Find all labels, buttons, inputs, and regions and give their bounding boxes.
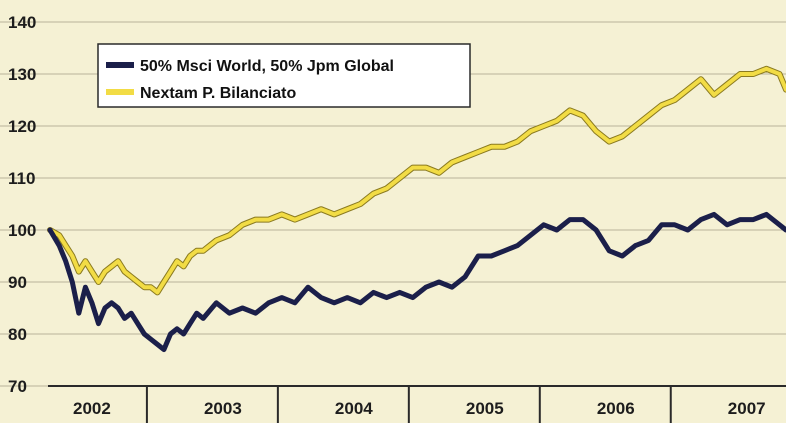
y-tick-label-130: 130 xyxy=(8,65,36,84)
x-tick-label-2005: 2005 xyxy=(466,399,504,418)
axes: 70 80 90 100 110 120 130 140 2002 2003 2004 2005 200… xyxy=(8,13,786,423)
x-tick-label-2004: 2004 xyxy=(335,399,373,418)
series-line-msci-world xyxy=(47,211,786,353)
x-tick-label-2006: 2006 xyxy=(597,399,635,418)
x-tick-label-2007: 2007 xyxy=(728,399,766,418)
series-line-nextam xyxy=(48,66,786,295)
y-tick-label-120: 120 xyxy=(8,117,36,136)
y-tick-label-90: 90 xyxy=(8,273,27,292)
series-lines xyxy=(47,65,786,353)
x-tick-label-2002: 2002 xyxy=(73,399,111,418)
y-tick-label-70: 70 xyxy=(8,377,27,396)
legend: 50% Msci World, 50% Jpm Global Nextam P.… xyxy=(97,43,471,108)
y-tick-label-140: 140 xyxy=(8,13,36,32)
y-tick-label-110: 110 xyxy=(8,169,35,188)
x-tick-label-2003: 2003 xyxy=(204,399,242,418)
y-tick-label-100: 100 xyxy=(8,221,36,240)
legend-label-nextam: Nextam P. Bilanciato xyxy=(140,85,296,102)
y-tick-label-80: 80 xyxy=(8,325,27,344)
legend-label-msci-world: 50% Msci World, 50% Jpm Global xyxy=(140,58,394,75)
legend-box xyxy=(97,43,471,108)
